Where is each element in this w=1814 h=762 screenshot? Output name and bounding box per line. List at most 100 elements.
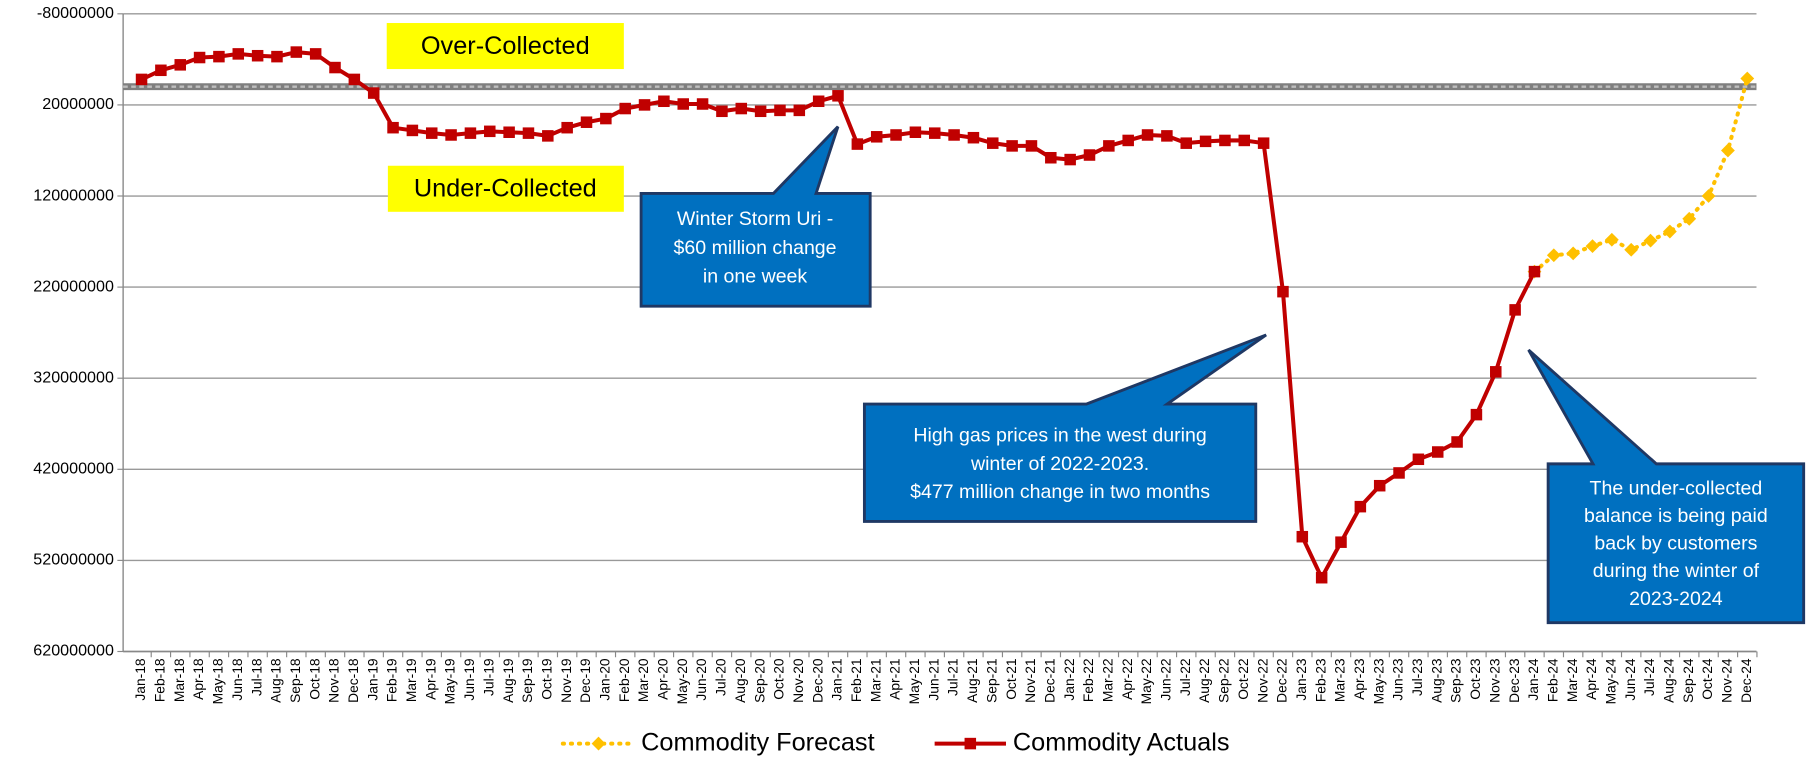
y-tick-label: 120000000	[33, 186, 114, 204]
x-tick-label: Jul-22	[1177, 658, 1193, 696]
x-tick-label: Feb-22	[1080, 658, 1096, 702]
x-tick-label: Jul-19	[480, 658, 496, 696]
x-tick-label: Dec-19	[577, 658, 593, 703]
point	[1412, 453, 1425, 466]
point	[290, 46, 303, 58]
point	[1490, 366, 1502, 378]
x-tick-label: Apr-23	[1351, 658, 1367, 700]
point	[928, 127, 941, 139]
callout	[639, 125, 872, 308]
x-tick-label: Aug-18	[268, 658, 284, 703]
point	[948, 129, 960, 141]
series-line	[1532, 76, 1750, 274]
x-tick-label: Feb-19	[384, 658, 400, 702]
x-tick-label: Jun-20	[693, 658, 709, 701]
y-tick-label: 420000000	[33, 460, 114, 478]
x-tick-label: Aug-24	[1661, 658, 1677, 703]
x-tick-label: Jun-18	[229, 658, 245, 701]
x-tick-label: Aug-23	[1428, 658, 1444, 703]
point	[1238, 134, 1251, 147]
callout-text: Winter Storm Uri -	[677, 208, 833, 230]
point	[1045, 151, 1057, 164]
point	[890, 129, 902, 141]
point	[1604, 232, 1619, 247]
x-tick-label: Mar-18	[171, 658, 187, 702]
x-tick-label: Sep-20	[751, 658, 767, 703]
plot: -80000000 20000000 120000000 220000000 32000…	[33, 4, 1758, 704]
point	[135, 73, 148, 86]
point	[1219, 134, 1231, 147]
point	[213, 50, 225, 63]
callout-text: winter of 2022-2023.	[970, 453, 1149, 475]
x-tick-label: Oct-23	[1467, 658, 1483, 700]
point	[1643, 233, 1658, 248]
x-tick-label: Sep-19	[519, 658, 535, 703]
x-tick-label: May-24	[1602, 658, 1618, 704]
callout-text: The under-collected	[1590, 477, 1763, 499]
x-tick-label: Oct-24	[1699, 658, 1715, 700]
x-tick-label: Aug-22	[1196, 658, 1212, 703]
x-tick-label: Mar-21	[867, 658, 883, 702]
y-tick-label: -80000000	[37, 4, 114, 22]
x-tick-label: May-19	[442, 658, 458, 704]
x-tick-label: Apr-22	[1119, 658, 1135, 699]
x-tick-label: Jan-21	[829, 658, 845, 700]
x-tick-label: Dec-24	[1738, 658, 1754, 703]
point	[387, 121, 399, 134]
callout-text: $60 million change	[674, 237, 837, 259]
point	[271, 50, 283, 63]
point	[445, 129, 457, 141]
point	[1393, 467, 1405, 479]
x-tick-label: Jan-22	[1061, 658, 1077, 700]
point	[870, 131, 883, 143]
point	[1528, 265, 1541, 278]
callout-text: High gas prices in the west during	[913, 424, 1206, 446]
point	[1083, 149, 1096, 161]
x-tick-label: Jan-20	[596, 658, 612, 701]
x-tick-label: May-22	[1138, 658, 1154, 704]
point	[619, 102, 631, 115]
point	[716, 105, 728, 118]
x-tick-label: Nov-21	[1022, 658, 1038, 702]
point	[1701, 189, 1716, 203]
y-tick-label: 320000000	[33, 368, 114, 386]
point	[1585, 239, 1600, 254]
x-tick-label: Sep-21	[983, 658, 999, 703]
x-tick-label: Aug-19	[500, 658, 516, 703]
x-tick-label: Nov-24	[1719, 658, 1735, 703]
x-tick-label: Oct-18	[306, 658, 322, 700]
x-tick-label: Dec-23	[1506, 658, 1522, 703]
point	[561, 121, 573, 134]
point	[696, 98, 709, 110]
point	[1682, 211, 1697, 226]
point	[1315, 571, 1328, 584]
x-tick-label: May-23	[1370, 658, 1386, 704]
legend-label: Commodity Forecast	[641, 728, 875, 756]
point	[1373, 479, 1386, 492]
x-tick-label: Feb-24	[1544, 658, 1560, 702]
y-tick-label: 20000000	[42, 95, 114, 113]
point	[1296, 530, 1309, 543]
point	[367, 87, 380, 99]
point	[754, 105, 767, 118]
x-tick-label: Aug-21	[964, 658, 980, 703]
x-tick-label: Mar-22	[1099, 658, 1115, 702]
y-tick-label: 520000000	[33, 551, 114, 569]
x-tick-label: Jan-23	[1293, 658, 1309, 701]
callout-text: balance is being paid	[1584, 505, 1768, 527]
point	[580, 116, 593, 128]
x-tick-label: Jun-19	[461, 658, 477, 701]
point	[793, 104, 806, 117]
x-tick-label: Dec-22	[1274, 658, 1290, 702]
point	[1470, 408, 1483, 421]
x-tick-label: Oct-21	[1003, 658, 1019, 699]
point	[522, 127, 535, 139]
x-tick-label: Oct-22	[1235, 658, 1251, 699]
x-tick-label: Sep-23	[1448, 658, 1464, 703]
point	[1624, 242, 1639, 257]
x-tick-label: May-21	[906, 658, 922, 704]
point	[193, 51, 206, 64]
callout-text: $477 million change in two months	[910, 481, 1210, 503]
point	[1546, 248, 1561, 263]
